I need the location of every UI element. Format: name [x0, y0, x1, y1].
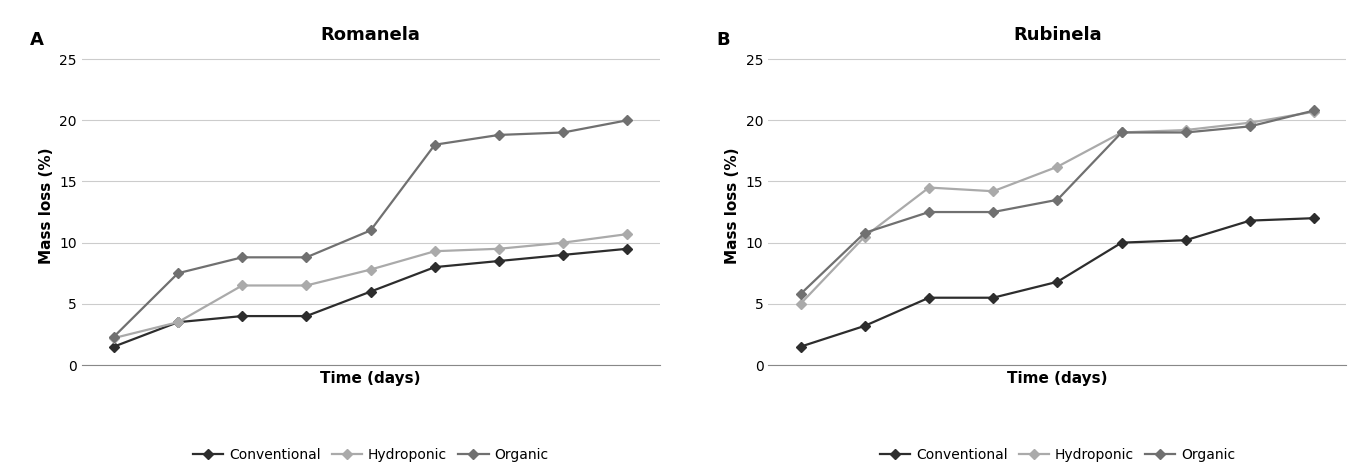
Text: B: B — [717, 31, 730, 49]
Title: Romanela: Romanela — [321, 26, 420, 44]
Title: Rubinela: Rubinela — [1013, 26, 1102, 44]
Legend: Conventional, Hydroponic, Organic: Conventional, Hydroponic, Organic — [874, 442, 1240, 467]
Y-axis label: Mass loss (%): Mass loss (%) — [38, 148, 53, 264]
X-axis label: Time (days): Time (days) — [321, 371, 420, 386]
Text: A: A — [30, 31, 44, 49]
Y-axis label: Mass loss (%): Mass loss (%) — [725, 148, 740, 264]
Legend: Conventional, Hydroponic, Organic: Conventional, Hydroponic, Organic — [188, 442, 554, 467]
X-axis label: Time (days): Time (days) — [1008, 371, 1107, 386]
